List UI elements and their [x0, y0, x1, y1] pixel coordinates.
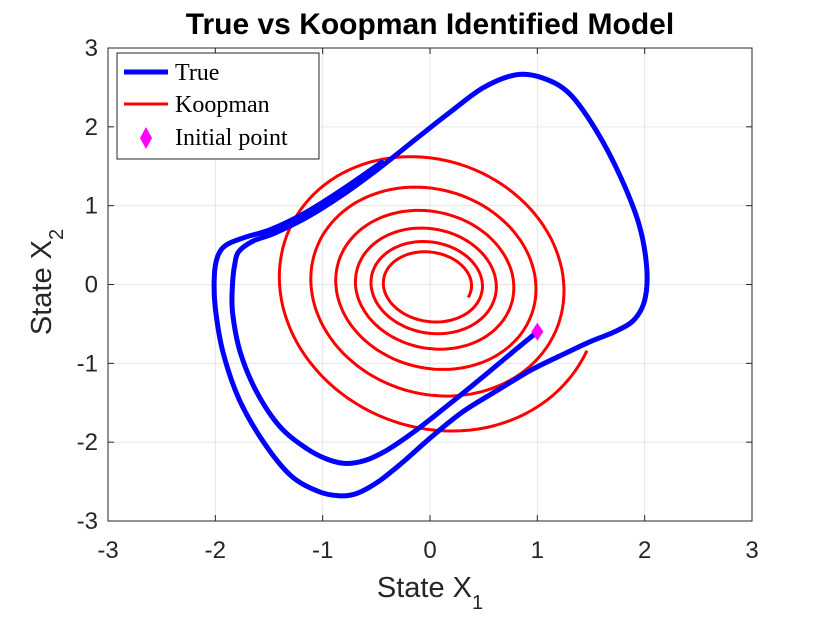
x-axis-label-subscript: 1	[472, 592, 483, 614]
chart-title: True vs Koopman Identified Model	[186, 8, 674, 41]
x-tick-label: 3	[745, 537, 758, 564]
legend-koopman-label: Koopman	[175, 92, 270, 118]
true-line	[211, 71, 650, 499]
series-layer	[211, 71, 650, 499]
y-axis-label-subscript: 2	[46, 229, 68, 240]
y-tick-label: 3	[85, 35, 98, 62]
y-tick-label: 2	[85, 114, 98, 141]
y-tick-label: -1	[77, 350, 98, 377]
koopman-line	[277, 155, 589, 433]
legend-true-label: True	[175, 60, 219, 86]
x-tick-label: 2	[638, 537, 651, 564]
initial-point-marker	[531, 322, 544, 341]
x-tick-label: -3	[97, 537, 118, 564]
legend-initial-point-label: Initial point	[175, 125, 288, 151]
legend-initial-point-marker	[140, 127, 152, 149]
y-axis-label: State X2	[26, 229, 68, 335]
y-tick-label: -3	[77, 508, 98, 535]
y-tick-label: 0	[85, 272, 98, 299]
y-tick-label: -2	[77, 429, 98, 456]
x-tick-label: 1	[531, 537, 544, 564]
x-tick-label: 0	[423, 537, 436, 564]
legend-box	[116, 52, 320, 160]
tick-labels: -3 -2 -1 0 1 2 3 -3 -2 -1 0 1 2 3	[77, 35, 759, 564]
x-tick-label: -1	[312, 537, 333, 564]
x-tick-label: -2	[205, 537, 226, 564]
x-axis-label: State X1	[377, 572, 483, 614]
x-axis-label-main: State X	[377, 572, 472, 604]
legend: True Koopman Initial point	[116, 52, 320, 160]
y-tick-label: 1	[85, 193, 98, 220]
y-axis-label-main: State X	[26, 240, 58, 335]
